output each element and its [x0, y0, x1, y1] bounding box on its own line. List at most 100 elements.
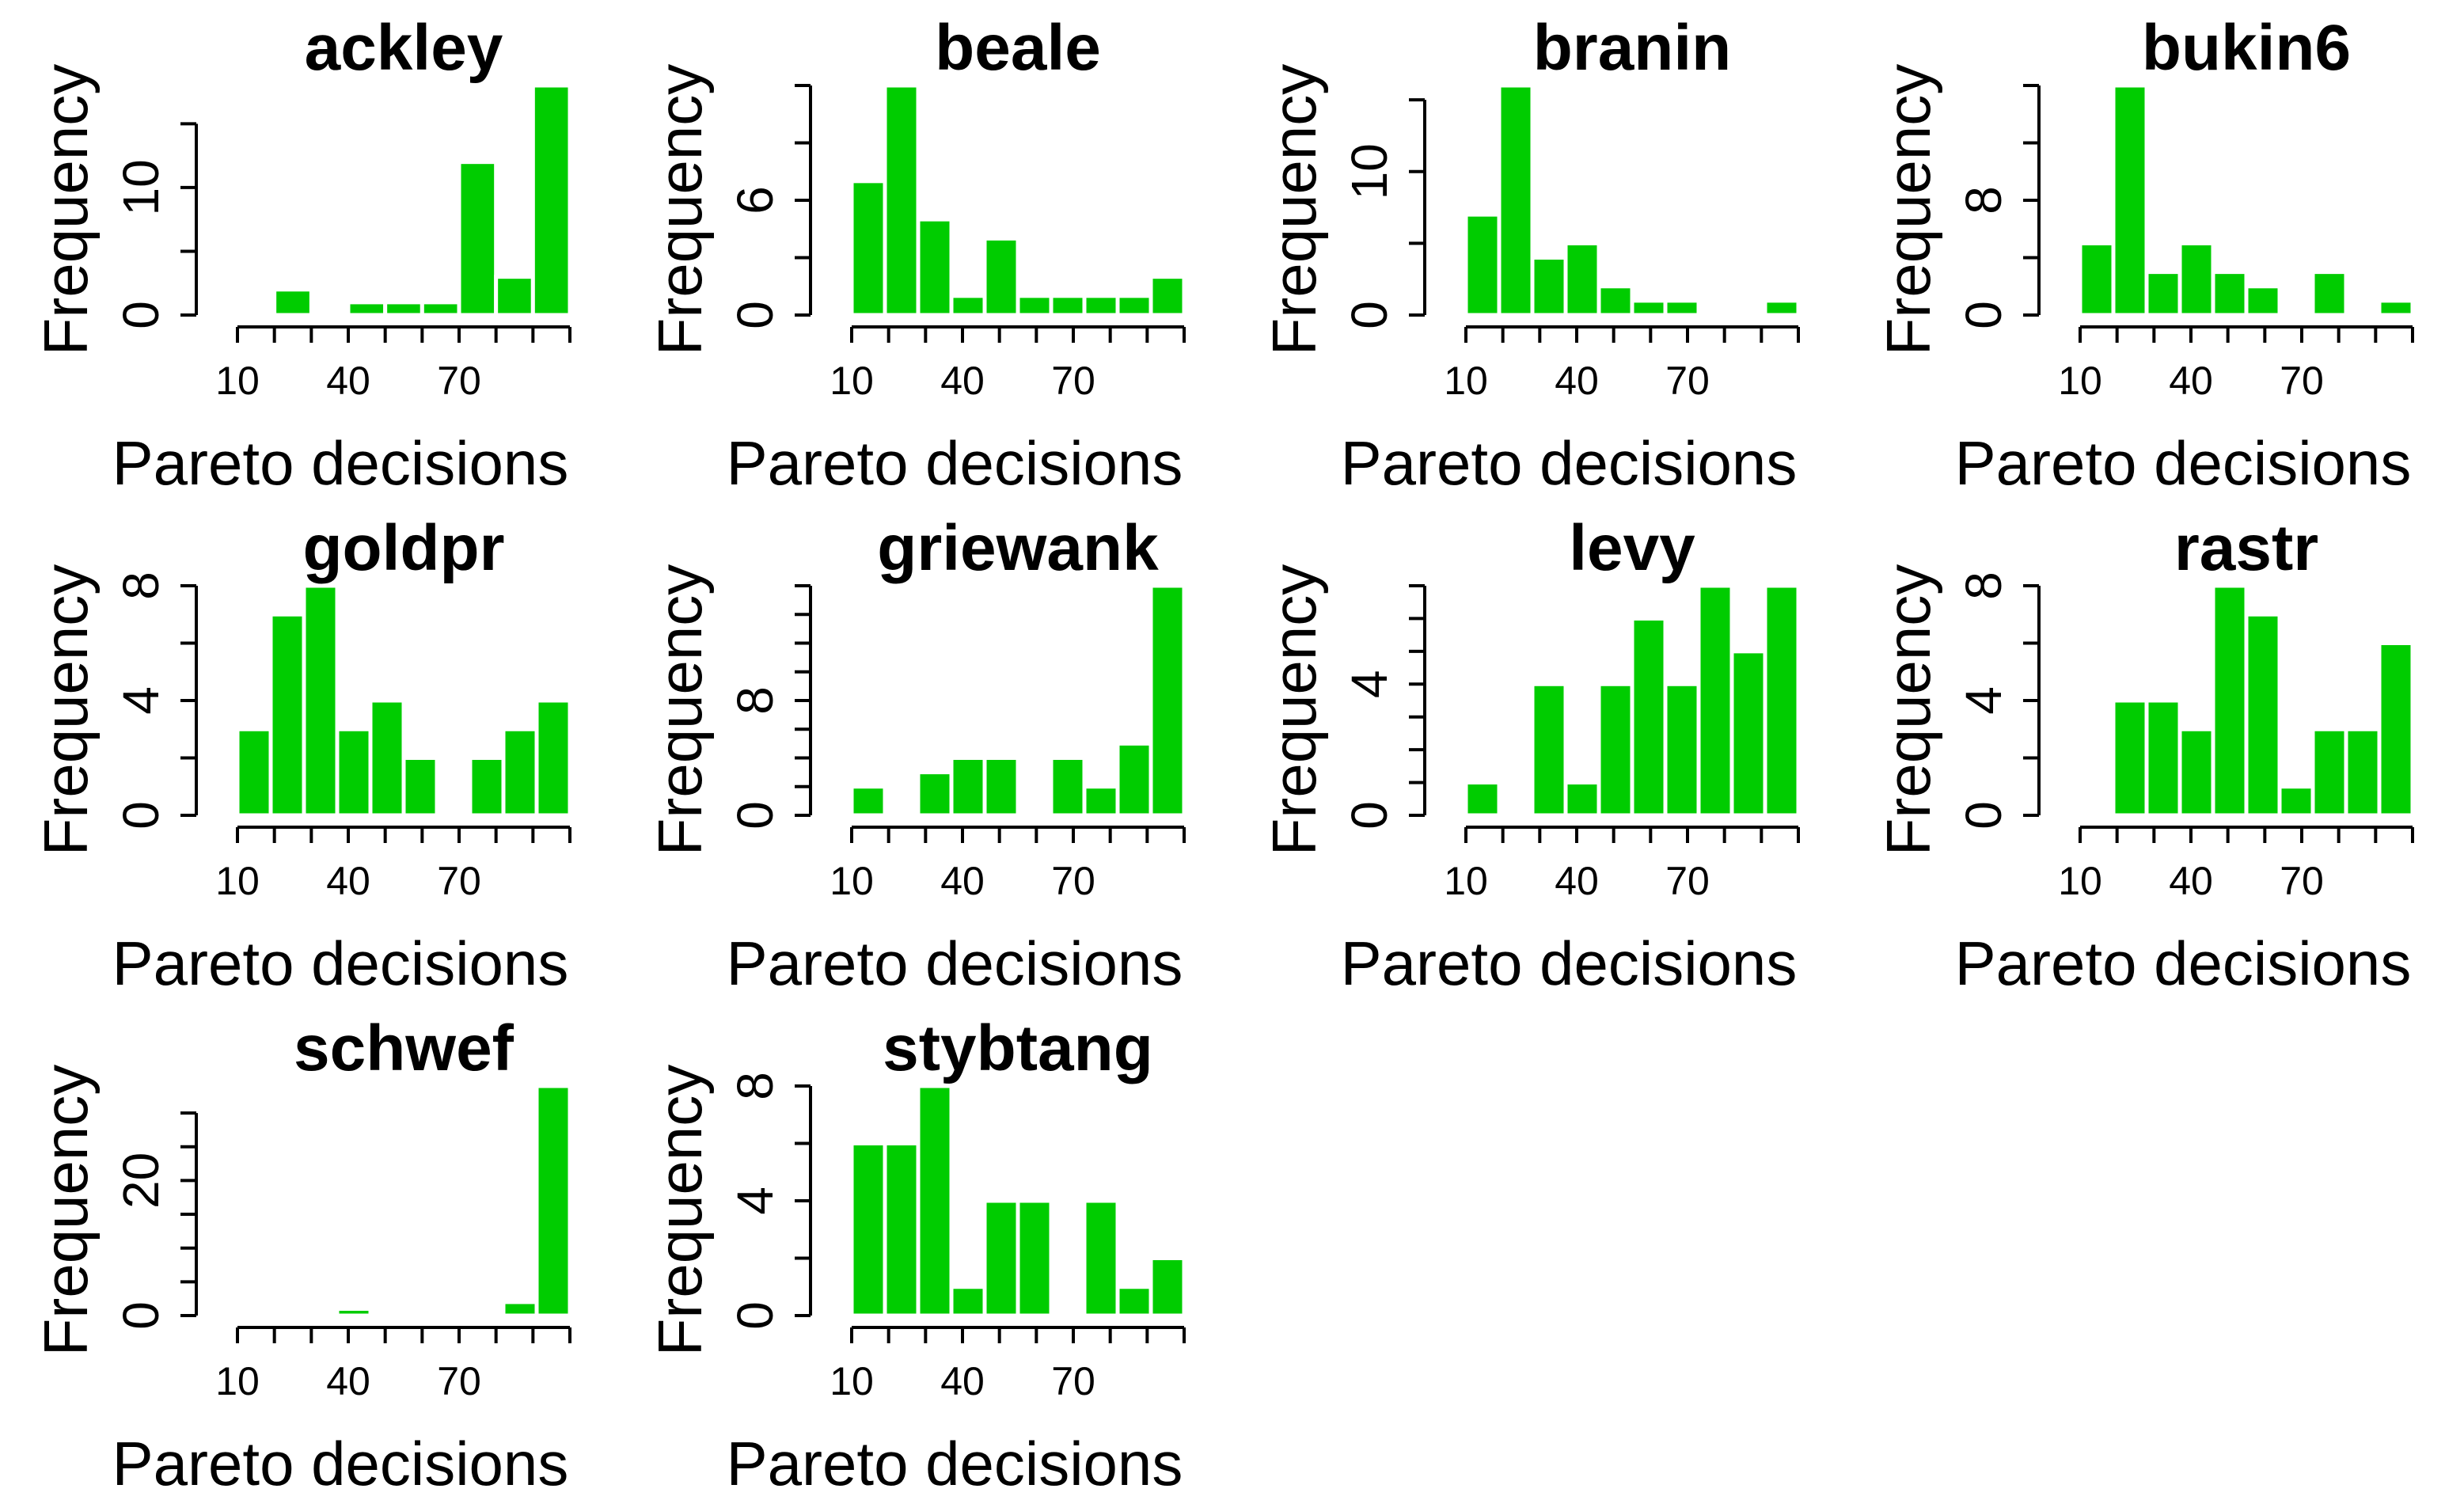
histogram-bar	[2177, 727, 2215, 818]
histogram-bar	[1696, 583, 1734, 818]
histogram-bar	[1115, 294, 1153, 317]
chart-title: levy	[1569, 512, 1695, 584]
histogram-bar	[530, 83, 572, 317]
y-axis-label: Frequency	[645, 564, 715, 856]
histogram-bar	[457, 160, 499, 317]
histogram-bar	[916, 217, 954, 317]
histogram-bar	[1049, 756, 1087, 818]
histogram-bar	[1115, 1285, 1153, 1318]
histogram-bar	[2211, 583, 2249, 818]
histogram-bar	[949, 756, 987, 818]
panel-bukin6: bukin6 10 40 70 0 8 Pareto decisions Frequency	[1874, 12, 2415, 498]
histogram-bar	[2244, 612, 2282, 818]
histogram-bar	[335, 727, 373, 818]
histogram-bar	[1148, 583, 1186, 818]
chart-title: ackley	[305, 12, 503, 84]
x-tick-label: 40	[326, 359, 370, 403]
x-tick-label: 10	[2058, 859, 2102, 903]
x-tick-label: 70	[1051, 359, 1095, 403]
x-axis-label: Pareto decisions	[1955, 928, 2412, 998]
histogram-bar	[1729, 649, 1767, 818]
histogram-bar	[534, 698, 572, 818]
histogram-bar	[2310, 727, 2348, 818]
x-tick-label: 10	[1444, 359, 1488, 403]
y-tick-label: 8	[727, 686, 784, 715]
y-tick-label: 6	[727, 186, 784, 215]
y-tick-label: 4	[1955, 686, 2012, 715]
y-tick-label: 0	[727, 1301, 784, 1330]
histogram-bar	[2277, 784, 2315, 818]
panel-griewank: griewank 10 40 70 0 8 Pareto decisions Frequenc…	[645, 512, 1186, 998]
x-tick-label: 10	[1444, 859, 1488, 903]
x-tick-label: 10	[830, 1359, 874, 1403]
y-tick-label: 0	[727, 301, 784, 329]
x-tick-label: 70	[437, 1359, 481, 1403]
x-axis-label: Pareto decisions	[727, 428, 1183, 498]
histogram-bar	[1596, 284, 1634, 317]
chart-title: bukin6	[2142, 12, 2351, 84]
x-tick-label: 40	[940, 859, 985, 903]
histogram-bar	[883, 1141, 921, 1318]
y-axis-label: Frequency	[1259, 564, 1329, 856]
x-tick-label: 70	[1665, 359, 1710, 403]
histogram-bar	[335, 1306, 373, 1318]
histogram-bar	[1115, 741, 1153, 818]
y-axis-label: Frequency	[31, 1065, 101, 1357]
x-tick-label: 70	[1665, 859, 1710, 903]
histogram-bar	[949, 1285, 987, 1318]
histogram-bar	[1763, 298, 1801, 317]
y-tick-label: 4	[727, 1187, 784, 1215]
y-axis-label: Frequency	[645, 64, 715, 356]
y-tick-label: 0	[112, 301, 169, 329]
panel-rastr: rastr 10 40 70 0 4 8 Pareto decisions Frequency	[1874, 512, 2415, 998]
x-axis-label: Pareto decisions	[112, 1429, 569, 1498]
chart-title: schwef	[294, 1012, 514, 1084]
y-axis-label: Frequency	[1874, 64, 1943, 356]
x-tick-label: 10	[215, 1359, 260, 1403]
x-axis-label: Pareto decisions	[727, 928, 1183, 998]
x-tick-label: 40	[326, 859, 370, 903]
histogram-bar	[420, 300, 461, 317]
histogram-bar	[849, 1141, 887, 1318]
x-tick-label: 10	[215, 859, 260, 903]
histogram-bar	[501, 1300, 539, 1318]
x-tick-label: 40	[2169, 859, 2213, 903]
histogram-bar	[849, 179, 887, 317]
histogram-bar	[1016, 294, 1054, 317]
histogram-bar	[2377, 298, 2415, 317]
x-axis-label: Pareto decisions	[1341, 428, 1798, 498]
x-tick-label: 70	[1051, 1359, 1095, 1403]
histogram-bar	[1082, 1198, 1120, 1318]
panel-branin: branin 10 40 70 0 10 Pareto decisions Frequency	[1259, 12, 1801, 498]
x-tick-label: 70	[437, 359, 481, 403]
histogram-bar	[2177, 241, 2215, 317]
panel-stybtang: stybtang 10 40 70 0 4 8 Pareto decisions Frequen…	[645, 1012, 1186, 1498]
x-tick-label: 40	[940, 359, 985, 403]
histogram-bar	[2078, 241, 2116, 317]
y-tick-label: 8	[727, 1072, 784, 1100]
histogram-bar	[2144, 270, 2182, 317]
x-tick-label: 40	[326, 1359, 370, 1403]
x-tick-label: 10	[830, 359, 874, 403]
y-tick-label: 4	[112, 686, 169, 715]
histogram-bar	[1630, 298, 1668, 317]
histogram-bar	[2211, 270, 2249, 317]
histogram-bar	[1464, 780, 1502, 818]
histogram-bar	[401, 756, 439, 818]
y-axis-label: Frequency	[1874, 564, 1943, 856]
panel-beale: beale 10 40 70 0 6 Pareto decisions Frequency	[645, 12, 1186, 498]
histogram-bar	[1148, 1256, 1186, 1318]
chart-title: branin	[1533, 12, 1732, 84]
histogram-bar	[1082, 784, 1120, 818]
histogram-bar	[302, 583, 340, 818]
histogram-bar	[949, 294, 987, 317]
chart-title: griewank	[877, 512, 1159, 584]
y-axis-label: Frequency	[645, 1065, 715, 1357]
panel-schwef: schwef 10 40 70 0 20 Pareto decisions Frequency	[31, 1012, 572, 1498]
y-tick-label: 0	[1341, 301, 1398, 329]
histogram-bar	[268, 612, 306, 818]
chart-title: beale	[935, 12, 1101, 84]
histogram-bar	[1663, 682, 1701, 818]
histogram-bar	[235, 727, 273, 818]
